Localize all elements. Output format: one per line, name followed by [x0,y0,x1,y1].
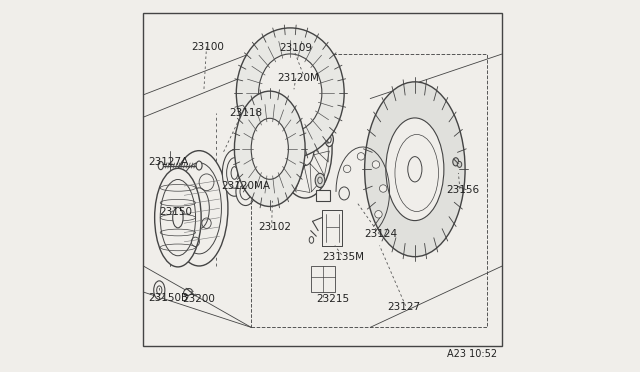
Text: 23150: 23150 [159,207,192,217]
Circle shape [372,161,380,168]
Ellipse shape [339,187,349,200]
Text: 23109: 23109 [279,44,312,53]
Ellipse shape [158,161,163,170]
Ellipse shape [365,82,465,257]
Ellipse shape [222,150,246,196]
Ellipse shape [259,54,322,132]
Text: 23100: 23100 [191,42,225,51]
Bar [251,54,488,327]
Ellipse shape [315,173,325,187]
Ellipse shape [184,289,192,295]
Ellipse shape [386,118,444,221]
Text: 23127: 23127 [387,302,420,312]
Ellipse shape [457,161,461,167]
Bar [310,266,335,292]
Text: 23120MA: 23120MA [221,181,271,191]
Ellipse shape [155,168,201,267]
Ellipse shape [236,178,255,205]
Text: 23215: 23215 [316,295,349,304]
Ellipse shape [196,161,202,170]
Circle shape [344,165,351,173]
Bar [143,13,502,346]
Text: A23 10:52: A23 10:52 [447,349,497,359]
Text: 23135M: 23135M [322,252,364,262]
Text: 23102: 23102 [259,222,292,232]
Circle shape [380,185,387,192]
Text: 23127A: 23127A [148,157,188,167]
Ellipse shape [173,208,183,228]
Ellipse shape [309,237,314,243]
Ellipse shape [408,157,422,182]
Ellipse shape [234,91,305,206]
Ellipse shape [453,158,459,166]
Ellipse shape [325,132,333,147]
Bar [316,190,330,201]
Ellipse shape [170,151,228,266]
Text: 23124: 23124 [365,230,398,239]
Text: 23200: 23200 [182,295,215,304]
Ellipse shape [251,118,289,179]
Circle shape [357,153,365,160]
Ellipse shape [236,28,344,158]
Text: 23150B: 23150B [148,293,188,302]
Text: 23120M: 23120M [277,73,319,83]
Ellipse shape [278,99,332,198]
Circle shape [375,211,382,218]
Text: 23156: 23156 [447,185,479,195]
Ellipse shape [154,281,165,299]
Text: 23118: 23118 [229,109,262,118]
